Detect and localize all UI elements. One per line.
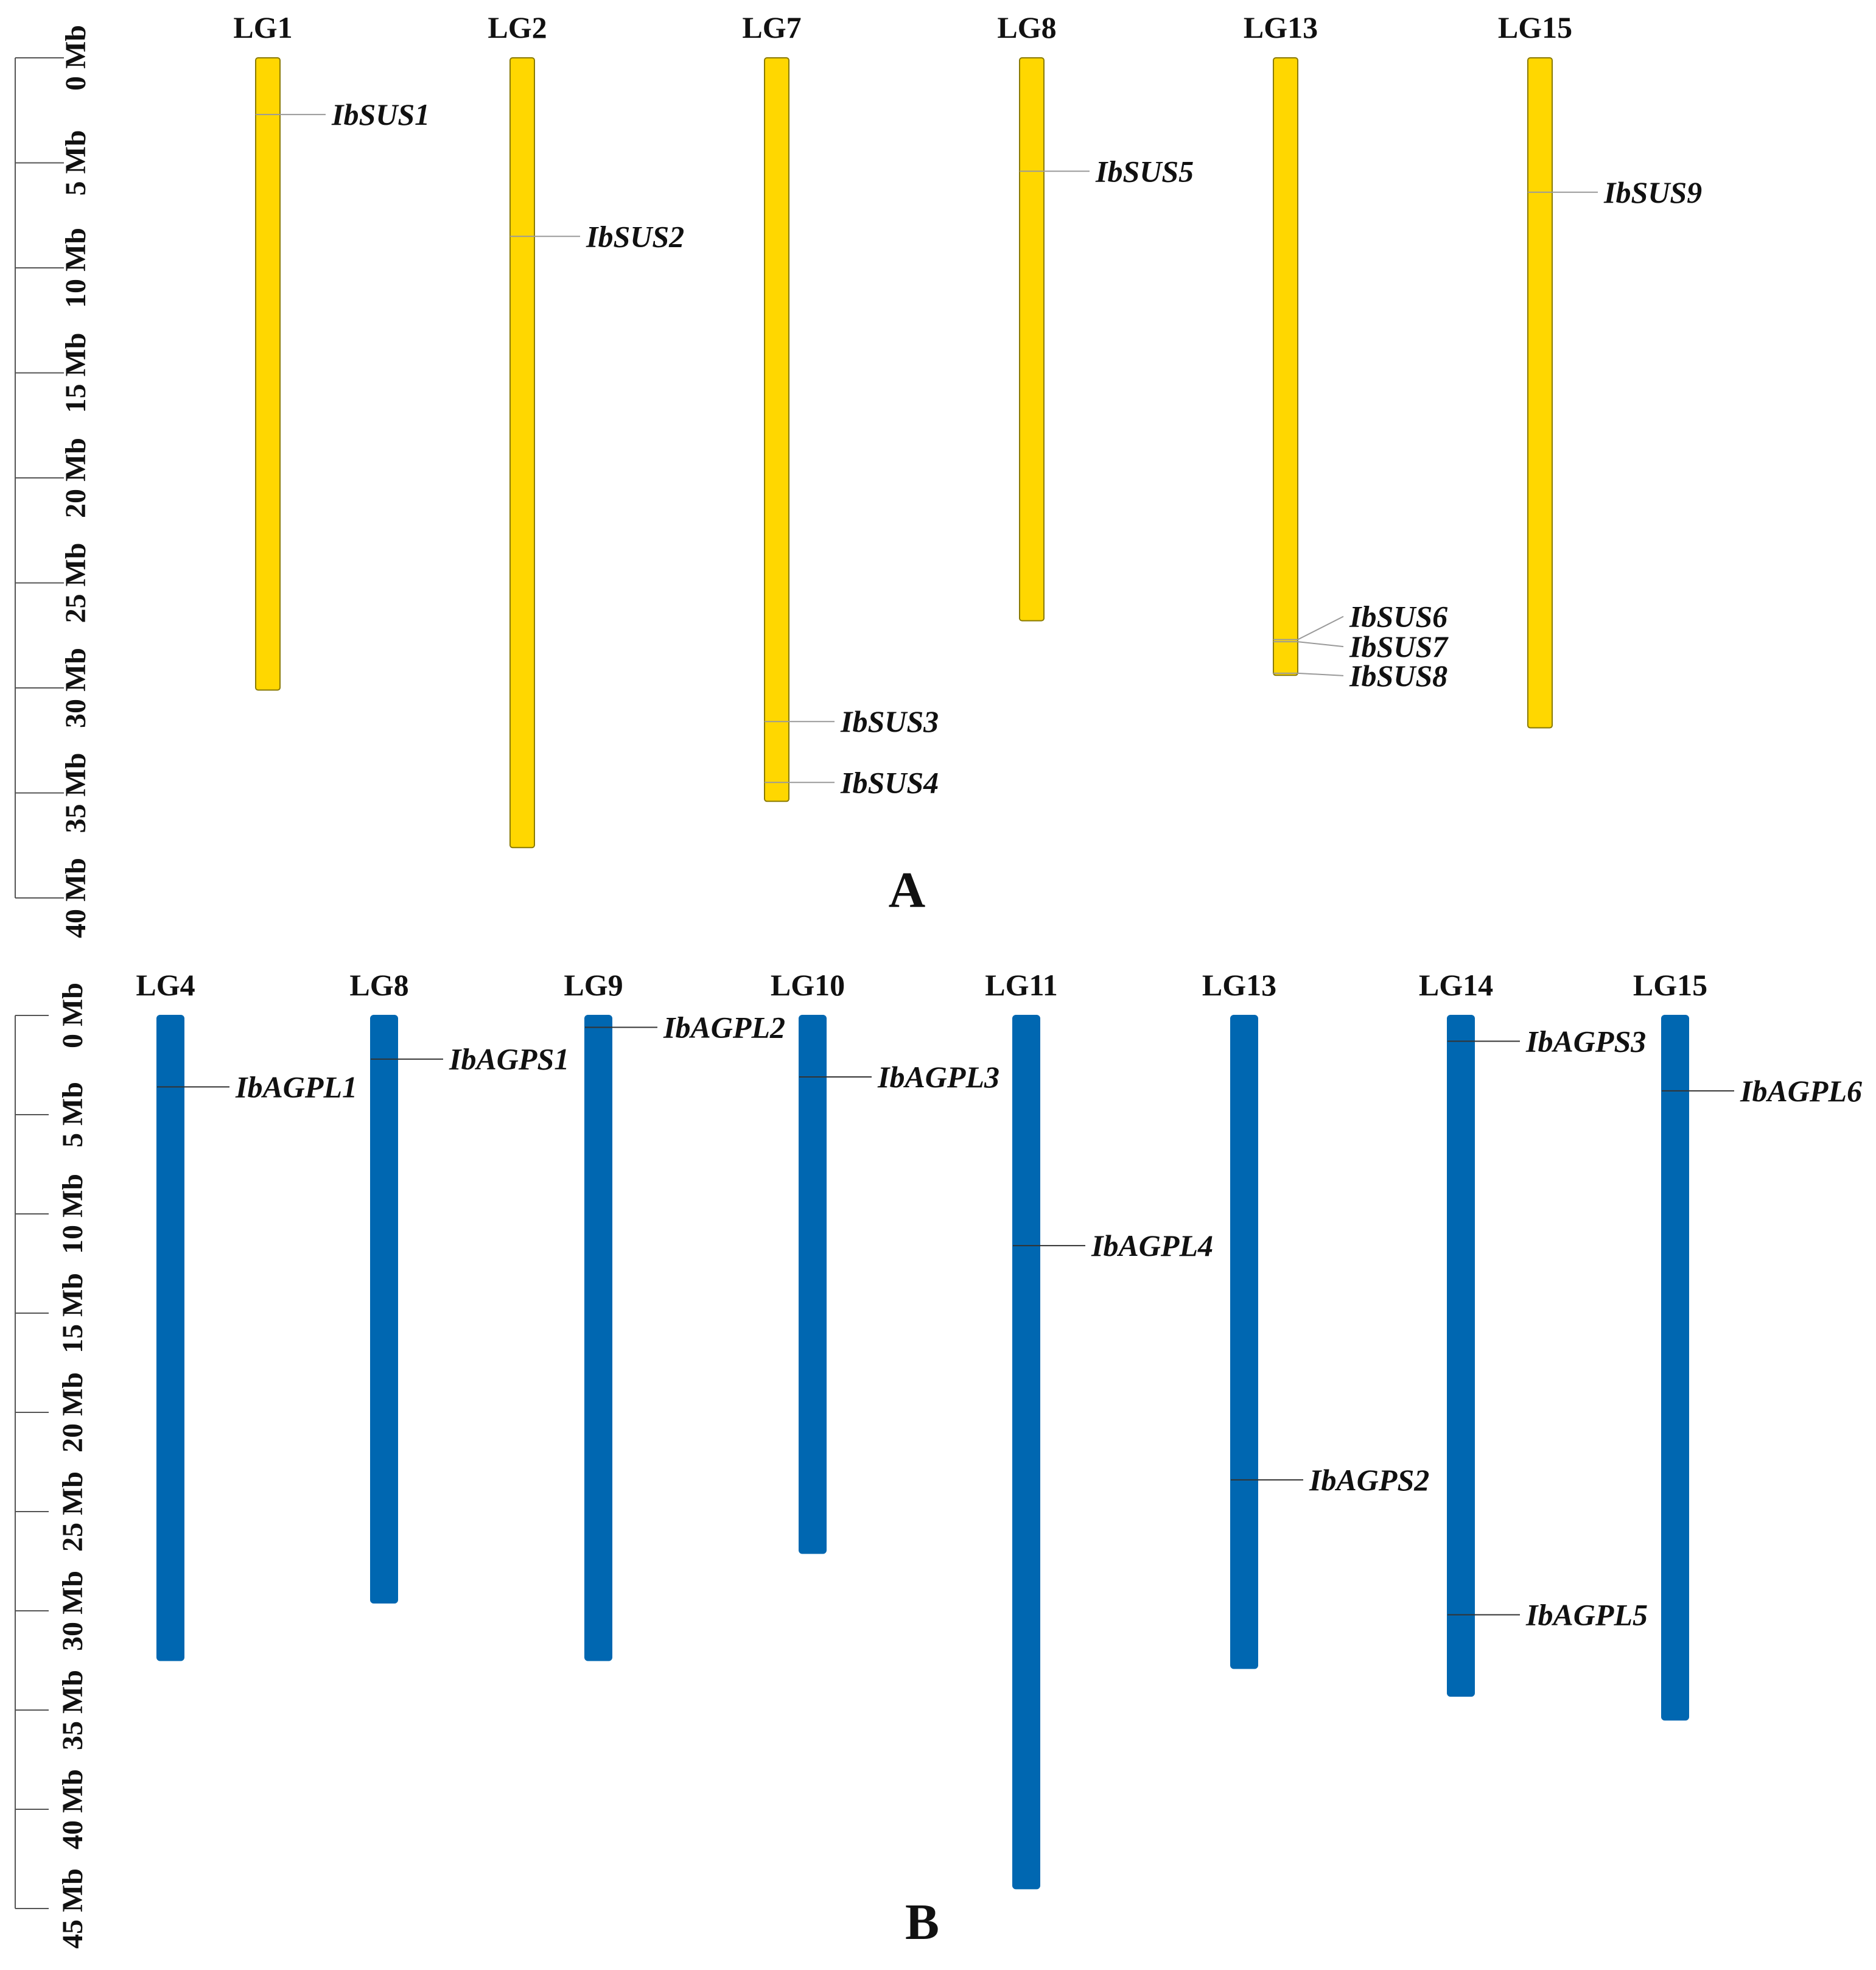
chromosome-label: LG13 <box>1244 10 1318 44</box>
scale-tick-label: 5 Mb <box>60 130 92 196</box>
scale-tick-label: 35 Mb <box>57 1670 89 1750</box>
gene-label: IbSUS4 <box>840 765 939 799</box>
chromosome-lg13: LG13 IbAGPS2 <box>1202 968 1429 1669</box>
scale-tick-label: 15 Mb <box>57 1273 89 1353</box>
scale-tick-label: 10 Mb <box>57 1174 89 1254</box>
gene-label: IbAGPS2 <box>1309 1463 1429 1497</box>
panel-label: B <box>905 1894 939 1951</box>
chromosome-bar <box>370 1015 398 1604</box>
chromosome-label: LG15 <box>1498 10 1572 44</box>
chromosome-bar <box>255 57 281 691</box>
chromosome-label: LG8 <box>349 968 408 1002</box>
gene-label: IbAGPL1 <box>235 1070 357 1104</box>
chromosome-lg8: LG8 IbSUS5 <box>997 10 1194 622</box>
scale-tick-label: 15 Mb <box>60 333 92 413</box>
chromosome-lg15: LG15 IbAGPL6 <box>1633 968 1862 1721</box>
gene-label: IbSUS8 <box>1349 659 1447 693</box>
scale-tick-label: 35 Mb <box>60 753 92 833</box>
scale-tick-label: 25 Mb <box>57 1471 89 1552</box>
panel-label: A <box>889 862 926 919</box>
gene-leader-line <box>1297 641 1344 648</box>
chromosome-lg1: LG1 IbSUS1 <box>233 10 430 691</box>
chromosome-lg9: LG9 IbAGPL2 <box>564 968 785 1661</box>
chromosome-bar <box>509 57 535 849</box>
scale-tick-label: 0 Mb <box>57 983 89 1048</box>
chromosome-label: LG11 <box>985 968 1057 1002</box>
scale-tick-label: 20 Mb <box>60 438 92 518</box>
gene-leader-line <box>1297 615 1344 640</box>
chromosome-label: LG15 <box>1633 968 1707 1002</box>
chromosome-lg15: LG15 IbSUS9 <box>1498 10 1702 729</box>
panel-b: 0 Mb 5 Mb 10 Mb 15 Mb 20 Mb 25 Mb 30 Mb 35 Mb 40… <box>15 968 1862 1951</box>
chromosome-label: LG13 <box>1202 968 1276 1002</box>
gene-label: IbSUS3 <box>840 704 939 738</box>
chromosome-bar <box>156 1015 184 1661</box>
chromosome-lg14: LG14 IbAGPS3 IbAGPL5 <box>1419 968 1648 1697</box>
chromosome-label: LG2 <box>488 10 547 44</box>
chromosome-bar <box>1447 1015 1475 1697</box>
chromosome-label: LG4 <box>136 968 195 1002</box>
gene-label: IbAGPL3 <box>877 1060 999 1094</box>
chromosome-bar <box>1019 57 1045 622</box>
chromosome-lg2: LG2 IbSUS2 <box>488 10 684 849</box>
chromosome-lg10: LG10 IbAGPL3 <box>771 968 999 1554</box>
gene-label: IbAGPS1 <box>449 1042 569 1076</box>
scale-tick-label: 20 Mb <box>57 1372 89 1453</box>
gene-label: IbSUS9 <box>1603 175 1702 209</box>
chromosome-label: LG14 <box>1419 968 1493 1002</box>
chromosome-label: LG9 <box>564 968 623 1002</box>
scale-tick-label: 40 Mb <box>57 1769 89 1849</box>
scale-tick-label: 30 Mb <box>60 648 92 728</box>
gene-label: IbSUS2 <box>586 219 684 253</box>
chromosome-label: LG8 <box>997 10 1056 44</box>
chromosome-lg11: LG11 IbAGPL4 <box>985 968 1213 1890</box>
gene-label: IbSUS1 <box>331 97 430 131</box>
scale-tick-label: 25 Mb <box>60 543 92 623</box>
chromosome-lg8: LG8 IbAGPS1 <box>349 968 569 1604</box>
gene-label: IbAGPL2 <box>663 1011 785 1045</box>
scale-tick-label: 0 Mb <box>60 25 92 91</box>
chromosome-bar <box>1012 1015 1040 1890</box>
chromosome-label: LG10 <box>771 968 845 1002</box>
chromosome-bar <box>1273 57 1298 676</box>
gene-label: IbSUS5 <box>1095 154 1194 188</box>
chromosome-label: LG7 <box>742 10 801 44</box>
chromosome-bar <box>1661 1015 1689 1721</box>
scale-tick-label: 10 Mb <box>60 228 92 308</box>
gene-label: IbSUS6 <box>1349 600 1447 634</box>
chromosome-bar <box>584 1015 612 1661</box>
panel-a: 0 Mb 5 Mb 10 Mb 15 Mb 20 Mb 25 Mb 30 Mb 35 Mb 40… <box>15 10 1702 938</box>
gene-label: IbAGPL4 <box>1091 1229 1213 1263</box>
gene-label: IbAGPS3 <box>1525 1024 1646 1058</box>
chromosome-lg4: LG4 IbAGPL1 <box>136 968 357 1661</box>
gene-label: IbAGPL5 <box>1525 1598 1648 1632</box>
scale-tick-label: 45 Mb <box>57 1868 89 1949</box>
scale-tick-label: 40 Mb <box>60 858 92 938</box>
chromosome-label: LG1 <box>233 10 292 44</box>
scale-tick-label: 5 Mb <box>57 1082 89 1148</box>
gene-label: IbAGPL6 <box>1740 1074 1862 1108</box>
gene-label: IbSUS7 <box>1349 629 1449 664</box>
chromosome-bar <box>1230 1015 1258 1669</box>
chromosome-bar <box>764 57 789 802</box>
chromosome-lg7: LG7 IbSUS3 IbSUS4 <box>742 10 939 802</box>
chromosome-bar <box>1527 57 1553 729</box>
chromosome-bar <box>799 1015 827 1554</box>
gene-leader-line <box>1297 672 1344 676</box>
scale-tick-label: 30 Mb <box>57 1571 89 1651</box>
